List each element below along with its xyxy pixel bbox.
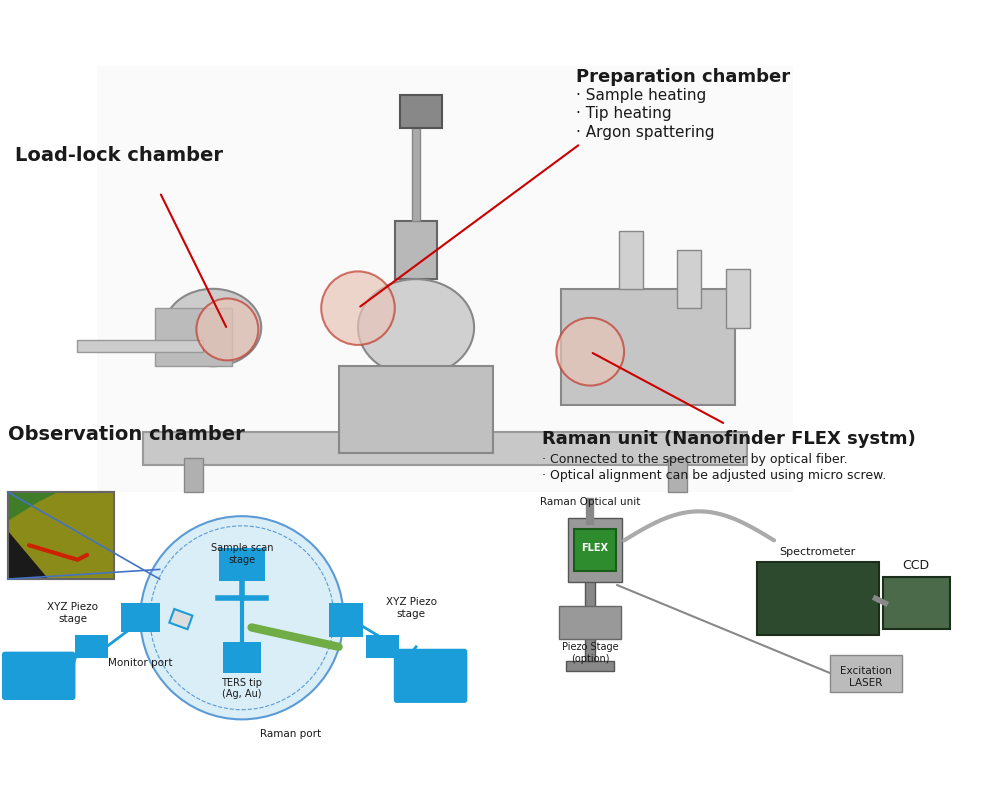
- Text: Raman
unit: Raman unit: [409, 710, 452, 731]
- Polygon shape: [8, 492, 58, 521]
- Text: CCD: CCD: [903, 559, 930, 572]
- FancyBboxPatch shape: [830, 654, 902, 692]
- FancyBboxPatch shape: [219, 548, 265, 581]
- FancyBboxPatch shape: [8, 492, 114, 579]
- Bar: [184, 458, 203, 492]
- Text: TERS tip
(Ag, Au): TERS tip (Ag, Au): [221, 678, 262, 700]
- Bar: [619, 231, 643, 289]
- Bar: [395, 221, 437, 279]
- Bar: [561, 289, 735, 405]
- Bar: [155, 308, 232, 366]
- FancyBboxPatch shape: [559, 606, 621, 639]
- Text: FLEX: FLEX: [582, 543, 609, 553]
- Text: Excitation
LASER: Excitation LASER: [840, 667, 892, 687]
- FancyBboxPatch shape: [883, 577, 950, 630]
- FancyBboxPatch shape: [121, 603, 160, 632]
- Text: Monitor port: Monitor port: [108, 658, 173, 668]
- Text: Monitor
CCD: Monitor CCD: [14, 705, 63, 726]
- FancyBboxPatch shape: [757, 562, 879, 635]
- Polygon shape: [8, 530, 48, 579]
- Text: · Connected to the spectrometer by optical fiber.: · Connected to the spectrometer by optic…: [542, 453, 847, 466]
- FancyBboxPatch shape: [574, 529, 616, 572]
- FancyBboxPatch shape: [329, 603, 363, 637]
- Text: Sample scan
stage: Sample scan stage: [211, 543, 273, 564]
- Circle shape: [140, 516, 343, 720]
- Bar: [566, 662, 614, 671]
- Text: · Argon spattering: · Argon spattering: [576, 125, 714, 140]
- Text: Preparation chamber: Preparation chamber: [576, 68, 790, 85]
- FancyBboxPatch shape: [97, 66, 793, 492]
- Bar: [8, 492, 114, 579]
- Bar: [77, 340, 203, 352]
- FancyBboxPatch shape: [568, 518, 622, 582]
- FancyBboxPatch shape: [2, 651, 75, 700]
- Bar: [668, 458, 687, 492]
- Bar: [585, 564, 595, 662]
- Ellipse shape: [164, 289, 261, 366]
- Ellipse shape: [358, 279, 474, 376]
- Circle shape: [321, 271, 395, 345]
- Bar: [726, 270, 750, 328]
- FancyBboxPatch shape: [75, 635, 108, 658]
- Circle shape: [196, 299, 258, 361]
- Bar: [677, 250, 701, 308]
- Text: XYZ Piezo
stage: XYZ Piezo stage: [386, 597, 437, 619]
- Bar: [339, 366, 493, 453]
- Bar: [8, 492, 114, 579]
- Text: Load-lock chamber: Load-lock chamber: [15, 146, 223, 165]
- Circle shape: [556, 318, 624, 386]
- Text: Piezo Stage
(option): Piezo Stage (option): [562, 642, 619, 663]
- Text: Observation chamber: Observation chamber: [8, 424, 244, 444]
- FancyBboxPatch shape: [400, 95, 442, 128]
- Text: Raman unit (Nanofinder FLEX systm): Raman unit (Nanofinder FLEX systm): [542, 431, 916, 448]
- Text: Raman Optical unit: Raman Optical unit: [540, 497, 640, 506]
- Bar: [169, 609, 192, 630]
- Bar: [412, 124, 420, 221]
- FancyBboxPatch shape: [366, 635, 399, 658]
- Text: XYZ Piezo
stage: XYZ Piezo stage: [47, 602, 98, 624]
- FancyBboxPatch shape: [394, 649, 467, 703]
- Text: Spectrometer: Spectrometer: [779, 547, 856, 557]
- Text: · Sample heating: · Sample heating: [576, 88, 706, 103]
- FancyBboxPatch shape: [143, 432, 747, 465]
- Text: · Tip heating: · Tip heating: [576, 106, 671, 122]
- Text: Raman port: Raman port: [260, 729, 321, 739]
- Text: · Optical alignment can be adjusted using micro screw.: · Optical alignment can be adjusted usin…: [542, 469, 886, 482]
- FancyBboxPatch shape: [223, 642, 261, 673]
- Bar: [402, 279, 431, 434]
